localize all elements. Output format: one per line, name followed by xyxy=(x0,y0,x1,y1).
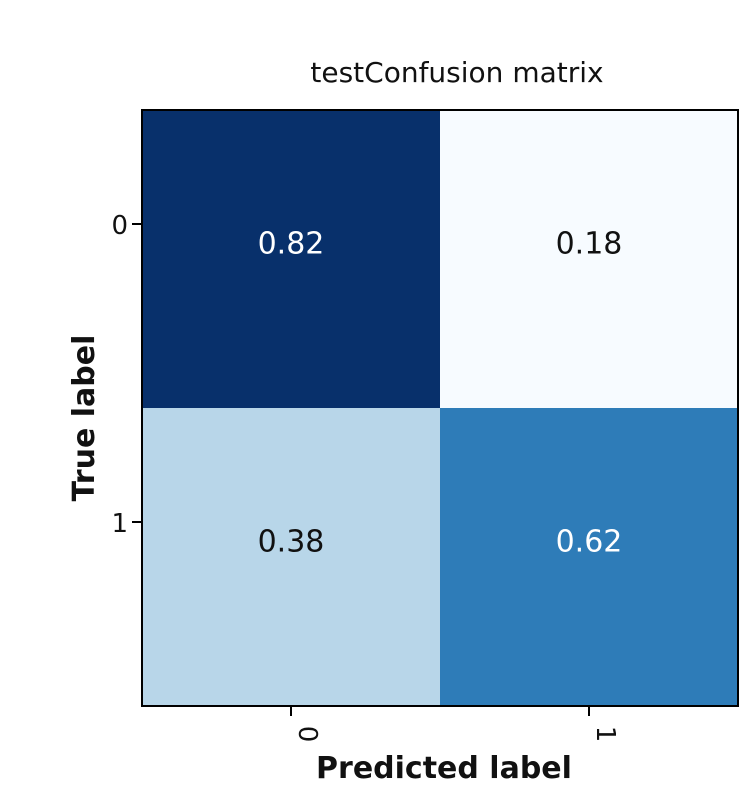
plot-frame xyxy=(141,109,739,707)
x-tick-label: 0 xyxy=(292,726,322,743)
cell-value-label: 0.62 xyxy=(556,525,623,560)
axis-ticks: 0 1 0 1 xyxy=(111,211,620,742)
heatmap-cell xyxy=(440,408,738,706)
cell-value-label: 0.18 xyxy=(556,227,623,262)
heatmap-cells: 0.82 0.18 0.38 0.62 xyxy=(142,110,738,706)
chart-title: testConfusion matrix xyxy=(310,56,603,89)
y-axis-label: True label xyxy=(67,335,102,502)
heatmap-cell xyxy=(440,110,738,408)
heatmap-cell xyxy=(142,408,440,706)
cell-value-label: 0.38 xyxy=(258,525,325,560)
y-tick-label: 1 xyxy=(111,509,128,539)
cell-value-label: 0.82 xyxy=(258,227,325,262)
heatmap-cell xyxy=(142,110,440,408)
x-tick-label: 1 xyxy=(590,726,620,743)
x-axis-label: Predicted label xyxy=(316,751,572,786)
y-tick-label: 0 xyxy=(111,211,128,241)
